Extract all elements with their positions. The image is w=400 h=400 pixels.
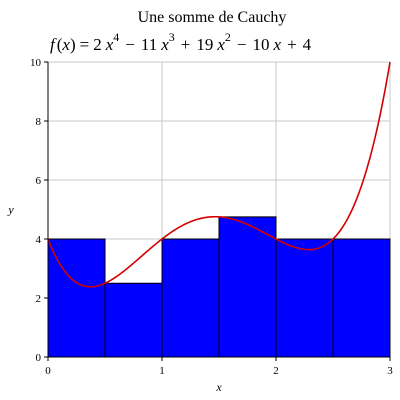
formula-t4-var: x [273,35,282,54]
tick-labels: 0 1 2 3 0 2 4 6 8 10 [30,57,393,377]
formula-t3-coef: 19 [196,35,213,54]
formula-t1-coef: 2 [93,35,102,54]
chart-title: Une somme de Cauchy [138,9,287,26]
formula-t4-coef: 10 [253,35,270,54]
x-tick-label-0: 0 [45,365,51,377]
formula-op4: + [287,35,297,54]
riemann-rectangles [47,216,391,358]
formula-t2-var: x [160,35,169,54]
y-tick-label-2: 4 [36,234,42,246]
formula-t1-exp: 4 [113,30,119,44]
x-axis-label: x [215,380,222,394]
formula-t5-const: 4 [303,35,312,54]
x-tick-label-1: 1 [159,365,165,377]
y-axis-label: y [7,203,14,217]
function-curve [47,61,391,288]
riemann-rectangle-1 [104,282,163,358]
formula-t1-var: x [105,35,114,54]
riemann-rectangle-4 [275,238,334,358]
y-tick-label-4: 8 [36,116,42,128]
chart-formula: f (x) = 2 x4−11 x3 +19 x2−10 x +4 [50,30,312,54]
formula-lhs-f: f [50,35,57,54]
formula-t2-exp: 3 [169,30,175,44]
formula-op1: − [125,35,135,54]
y-tick-label-0: 0 [36,352,42,364]
x-tick-label-2: 2 [273,365,279,377]
formula-lhs-x: x [61,35,70,54]
formula-t3-exp: 2 [225,30,231,44]
formula-equals: = [80,35,90,54]
riemann-rectangle-5 [332,238,391,358]
riemann-rectangle-3 [218,216,277,358]
function-curve-layer [47,61,391,288]
formula-op3: − [237,35,247,54]
formula-op2: + [181,35,191,54]
y-tick-label-3: 6 [36,175,42,187]
formula-lhs-close: ) [70,35,76,54]
x-tick-label-3: 3 [387,365,393,377]
formula-lhs-open: ( [57,35,63,54]
formula-t3-var: x [216,35,225,54]
riemann-rectangle-2 [161,238,220,358]
formula-t2-coef: 11 [141,35,157,54]
y-tick-label-5: 10 [30,57,42,69]
y-tick-label-1: 2 [36,293,42,305]
axes [47,62,390,358]
